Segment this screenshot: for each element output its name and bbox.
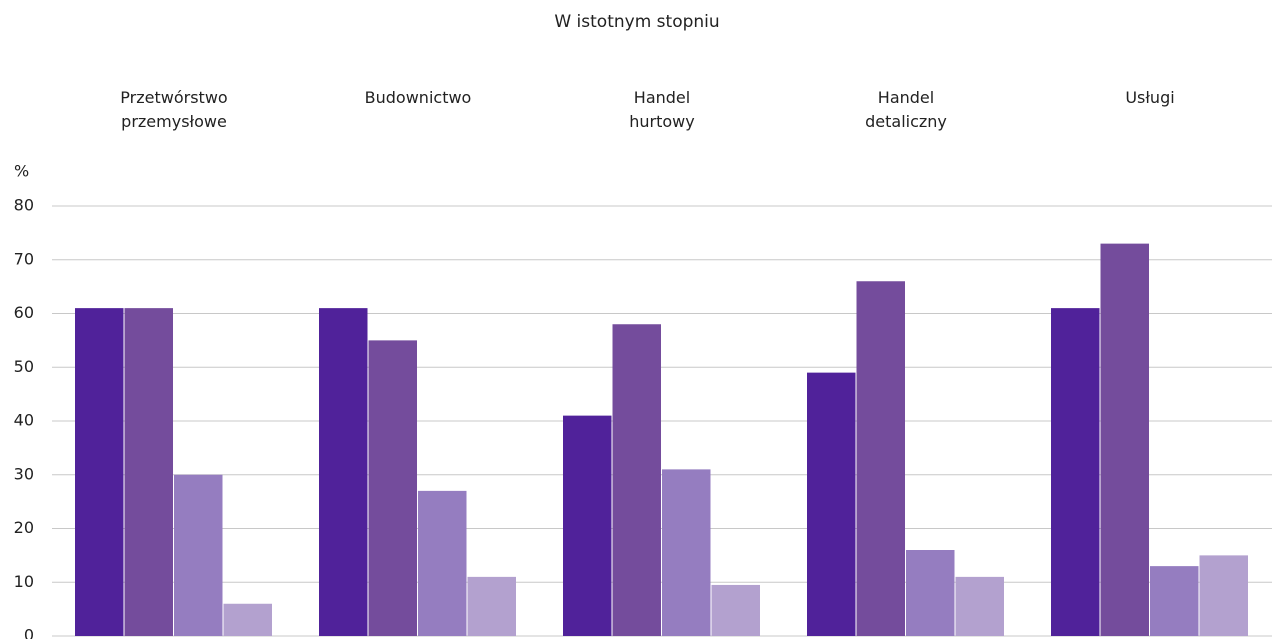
bar	[174, 474, 223, 636]
category-label: Usługi	[1125, 88, 1175, 107]
bar	[467, 576, 516, 636]
y-tick-label: 30	[14, 464, 34, 483]
category-label: Handel hurtowy	[629, 88, 695, 131]
y-tick-label: 0	[24, 626, 34, 639]
bar	[1199, 555, 1248, 636]
y-tick-label: 60	[14, 303, 34, 322]
bar	[906, 550, 955, 636]
y-tick-label: 80	[14, 196, 34, 215]
bar	[711, 584, 760, 636]
y-tick-label: 10	[14, 572, 34, 591]
bar	[319, 308, 368, 636]
bar	[563, 415, 612, 636]
bar	[807, 372, 856, 636]
bar	[418, 490, 467, 636]
bar	[223, 603, 272, 636]
category-label: Budownictwo	[364, 88, 472, 107]
chart-title: W istotnym stopniu	[554, 12, 720, 32]
bar	[1150, 566, 1199, 636]
y-tick-label: 70	[14, 249, 34, 268]
y-axis-label: %	[14, 162, 29, 181]
bar	[124, 308, 173, 636]
bar	[955, 576, 1004, 636]
y-tick-label: 50	[14, 357, 34, 376]
bar	[368, 340, 417, 636]
y-tick-label: 20	[14, 518, 34, 537]
category-label: Handel detaliczny	[865, 88, 947, 131]
category-label: Przetwórstwo przemysłowe	[120, 88, 228, 131]
y-tick-label: 40	[14, 411, 34, 430]
bar	[612, 324, 661, 636]
bar	[662, 469, 711, 636]
bar	[1100, 243, 1149, 636]
bar	[856, 281, 905, 636]
bar	[75, 308, 124, 636]
bar	[1051, 308, 1100, 636]
